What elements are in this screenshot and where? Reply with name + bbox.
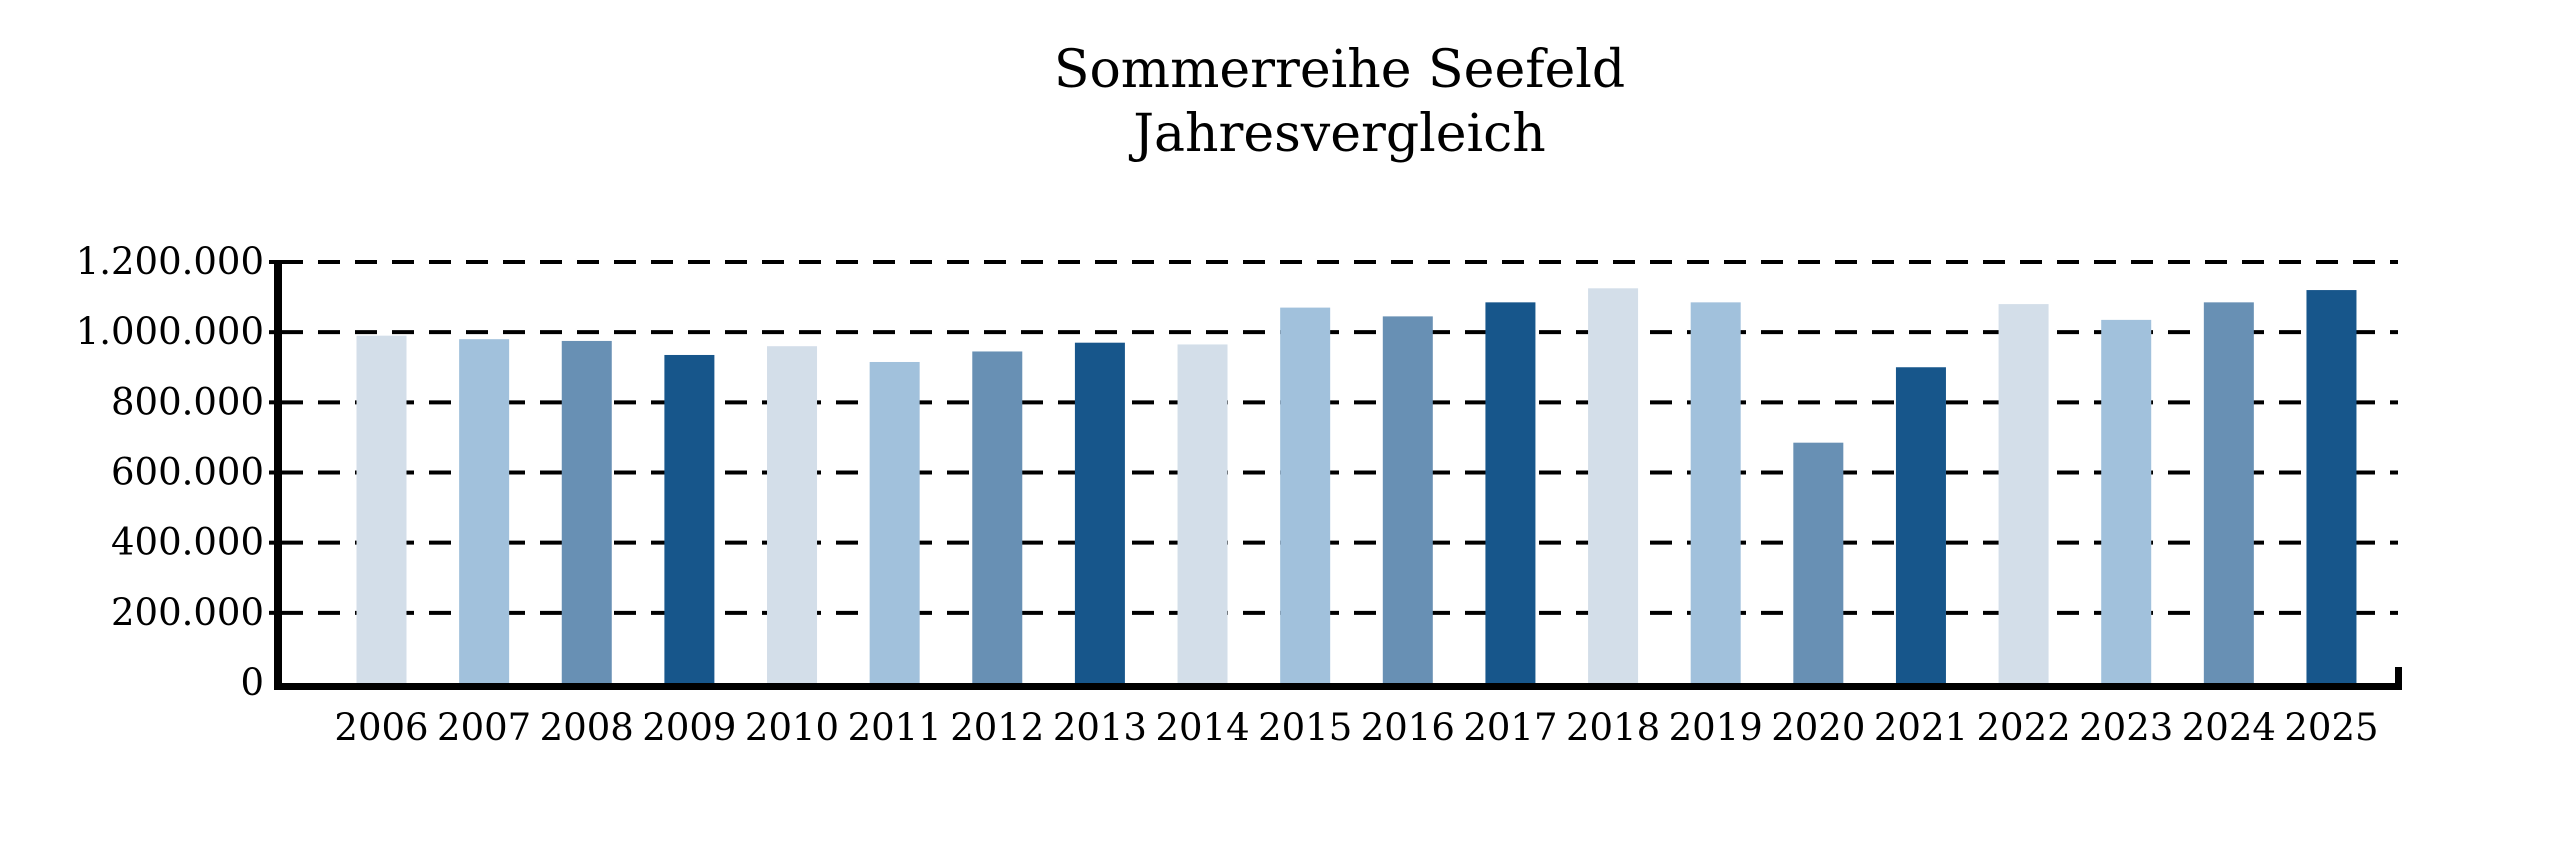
bar-2019: [1690, 302, 1741, 683]
chart-title-line1: Sommerreihe Seefeld: [1053, 40, 1626, 100]
chart-title: Sommerreihe Seefeld Jahresvergleich: [281, 38, 2398, 166]
x-axis-line: [274, 683, 2402, 690]
bar-2022: [1998, 304, 2049, 683]
bar-2013: [1074, 342, 1125, 683]
y-tick-label: 800.000: [111, 380, 264, 423]
bar-2011: [869, 361, 920, 683]
bar-2010: [767, 346, 818, 683]
bar-2015: [1280, 307, 1331, 683]
y-tick-label: 1.200.000: [76, 240, 264, 283]
y-tick-label: 600.000: [111, 451, 264, 494]
bar-2018: [1588, 288, 1639, 683]
x-tick-label-2015: 2015: [1258, 706, 1352, 749]
x-tick-label-2020: 2020: [1771, 706, 1865, 749]
x-tick-label-2019: 2019: [1669, 706, 1763, 749]
x-tick-label-2021: 2021: [1874, 706, 1968, 749]
bar-2007: [459, 339, 510, 683]
bar-2024: [2203, 302, 2254, 683]
x-tick-label-2006: 2006: [334, 706, 428, 749]
x-tick-label-2010: 2010: [745, 706, 839, 749]
x-tick-label-2013: 2013: [1053, 706, 1147, 749]
y-tick-label: 1.000.000: [76, 310, 264, 353]
bar-2014: [1177, 344, 1228, 683]
bar-2016: [1382, 316, 1433, 683]
x-tick-label-2022: 2022: [1976, 706, 2070, 749]
bar-2023: [2101, 319, 2152, 683]
y-tick-label: 400.000: [111, 521, 264, 564]
x-tick-label-2008: 2008: [540, 706, 634, 749]
x-tick-label-2014: 2014: [1155, 706, 1249, 749]
bar-2008: [561, 340, 612, 683]
x-tick-label-2025: 2025: [2284, 706, 2378, 749]
bar-2006: [356, 335, 407, 683]
bar-2012: [972, 351, 1023, 683]
x-axis-end-cap: [2395, 667, 2402, 690]
x-tick-label-2017: 2017: [1463, 706, 1557, 749]
bar-2020: [1793, 442, 1844, 683]
x-tick-label-2023: 2023: [2079, 706, 2173, 749]
x-tick-label-2007: 2007: [437, 706, 531, 749]
y-tick-label: 200.000: [111, 591, 264, 634]
y-tick-label: 0: [240, 661, 264, 704]
bar-2021: [1895, 367, 1946, 683]
y-axis-line: [274, 260, 282, 690]
x-tick-label-2009: 2009: [642, 706, 736, 749]
x-tick-label-2018: 2018: [1566, 706, 1660, 749]
chart-title-line2: Jahresvergleich: [1133, 104, 1546, 164]
x-tick-label-2011: 2011: [848, 706, 942, 749]
bar-2025: [2306, 290, 2357, 683]
x-tick-label-2012: 2012: [950, 706, 1044, 749]
x-tick-label-2016: 2016: [1361, 706, 1455, 749]
bar-2009: [664, 354, 715, 683]
bar-2017: [1485, 302, 1536, 683]
x-tick-label-2024: 2024: [2182, 706, 2276, 749]
